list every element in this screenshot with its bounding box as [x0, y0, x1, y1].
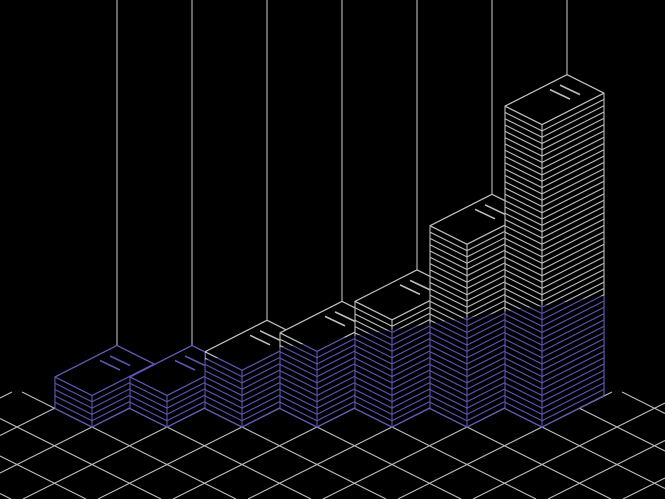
stack-top [504, 74, 605, 126]
top-mark [324, 315, 346, 327]
top-mark [559, 84, 581, 96]
floor-line [0, 418, 162, 499]
top-mark [549, 88, 571, 100]
top-mark [409, 279, 431, 291]
top-mark [109, 355, 131, 367]
top-mark [174, 359, 196, 371]
vertical-lines [116, 0, 568, 346]
floor-line [621, 391, 665, 414]
floor-line [472, 402, 665, 499]
stack-top [54, 344, 155, 397]
top-mark [249, 334, 271, 346]
top-mark [99, 359, 121, 371]
top-mark [184, 355, 206, 367]
floor-line [622, 477, 665, 499]
floor-line [547, 440, 665, 499]
top-mark [484, 204, 506, 216]
top-mark [474, 208, 496, 220]
floor-line [0, 391, 13, 399]
top-mark [399, 284, 421, 296]
floor-line [0, 493, 12, 499]
top-mark [259, 330, 281, 342]
floor-line [0, 455, 87, 499]
top-mark [334, 311, 356, 323]
